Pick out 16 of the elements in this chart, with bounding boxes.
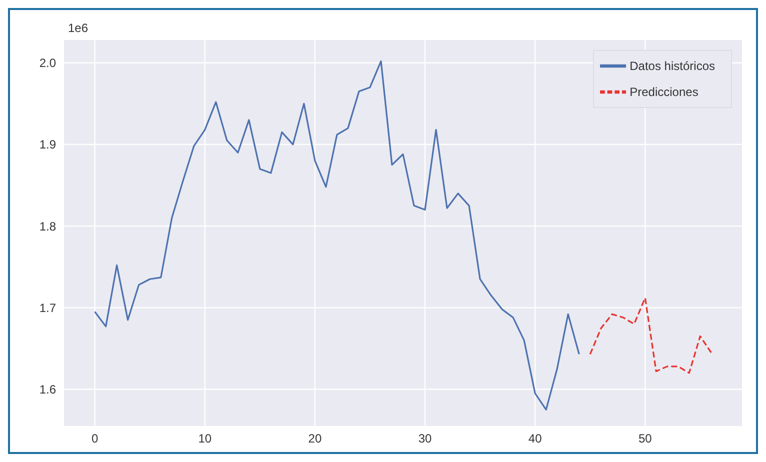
x-tick-label: 40 <box>528 432 542 446</box>
x-tick-label: 50 <box>638 432 652 446</box>
legend-label: Predicciones <box>630 85 698 100</box>
y-tick-label: 1.7 <box>39 300 56 315</box>
y-tick-label: 1.8 <box>39 219 56 234</box>
y-tick-label: 1.9 <box>39 138 56 152</box>
y-tick-label: 1.6 <box>39 382 56 397</box>
x-tick-label: 30 <box>418 432 432 446</box>
x-tick-label: 10 <box>198 432 212 446</box>
x-tick-label: 0 <box>91 432 98 446</box>
line-series <box>589 297 712 374</box>
x-tick-label: 20 <box>308 432 322 446</box>
y-tick-label: 2.0 <box>39 56 56 70</box>
legend-label: Datos históricos <box>630 59 715 74</box>
line-series <box>94 60 580 410</box>
text: 1e6 <box>68 21 88 35</box>
